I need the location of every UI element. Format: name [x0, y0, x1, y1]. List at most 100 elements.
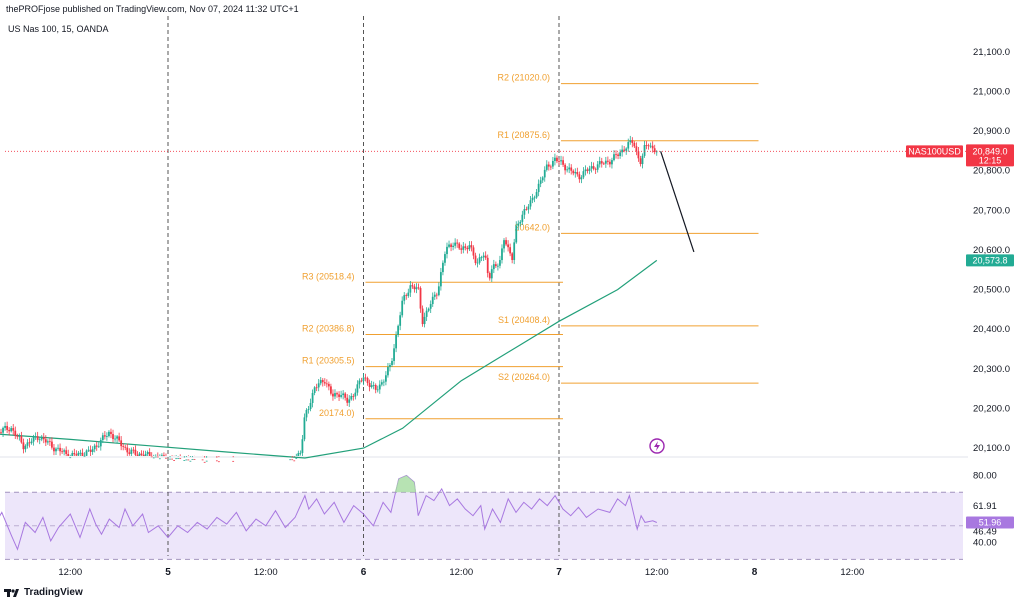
- candle-body: [391, 360, 393, 365]
- candle-body: [482, 255, 485, 258]
- candle-body: [59, 447, 61, 452]
- candle-body: [360, 380, 363, 382]
- candle-body: [531, 197, 534, 201]
- candle-body: [309, 402, 312, 410]
- candle-body: [42, 437, 45, 440]
- candle-body: [61, 451, 64, 453]
- candle-body: [334, 393, 336, 397]
- candle-body: [405, 295, 408, 296]
- candle-body: [16, 435, 19, 437]
- candle-body: [501, 248, 503, 261]
- candle-body: [175, 458, 178, 460]
- candle-body: [352, 395, 355, 397]
- candle-body: [429, 304, 432, 309]
- candle-body: [112, 434, 114, 440]
- tradingview-logo[interactable]: TradingView: [4, 587, 83, 598]
- candle-body: [110, 431, 112, 435]
- candle-body: [602, 163, 605, 165]
- candle-body: [619, 152, 621, 156]
- candle-body: [450, 244, 452, 247]
- candle-body: [14, 430, 17, 436]
- candle-body: [40, 437, 43, 440]
- candle-body: [389, 364, 391, 368]
- candle-body: [44, 439, 47, 443]
- candle-body: [505, 240, 507, 245]
- candle-body: [480, 257, 483, 259]
- candle-body: [466, 247, 469, 250]
- candle-body: [529, 200, 532, 207]
- price-axis-tick: 21,000.0: [973, 87, 1010, 98]
- candle-body: [336, 393, 338, 395]
- candle-body: [370, 385, 373, 388]
- candle-body: [340, 395, 342, 397]
- candle-body: [425, 310, 428, 317]
- candle-body: [163, 455, 165, 457]
- candle-body: [77, 452, 80, 456]
- candle-body: [305, 409, 308, 418]
- candle-body: [24, 445, 27, 450]
- candle-body: [356, 384, 359, 393]
- candle-body: [124, 446, 127, 448]
- candle-body: [114, 438, 116, 440]
- candle-body: [215, 460, 218, 462]
- rsi-axis-tick: 80.00: [973, 470, 997, 481]
- candle-body: [576, 172, 579, 175]
- candle-body: [101, 435, 104, 440]
- candle-body: [476, 262, 479, 264]
- candle-body: [423, 316, 426, 325]
- candle-body: [303, 417, 306, 440]
- candle-body: [598, 161, 601, 165]
- candle-body: [323, 382, 326, 384]
- candle-body: [85, 450, 88, 456]
- candle-body: [146, 452, 149, 455]
- candle-body: [560, 160, 562, 162]
- candle-body: [169, 458, 171, 460]
- candle-body: [315, 387, 318, 389]
- candle-body: [307, 409, 310, 410]
- candle-body: [87, 449, 90, 451]
- candle-body: [543, 169, 546, 178]
- candle-body: [470, 245, 473, 248]
- candle-body: [187, 459, 190, 461]
- candle-body: [160, 455, 163, 457]
- candle-body: [118, 436, 121, 441]
- candle-body: [10, 428, 13, 432]
- candle-body: [452, 245, 455, 247]
- candle-body: [75, 454, 78, 456]
- rsi-axis-tick: 61.91: [973, 501, 997, 512]
- pivot-label: R2 (20386.8): [302, 323, 355, 333]
- candle-body: [150, 456, 153, 458]
- symbol-label: US Nas 100, 15, OANDA: [8, 24, 109, 34]
- candle-body: [376, 389, 379, 391]
- candle-body: [34, 436, 37, 437]
- candle-body: [584, 169, 587, 172]
- time-axis-label: 12:00: [254, 567, 278, 578]
- price-axis-tick: 20,500.0: [973, 285, 1010, 296]
- rsi-badge: [966, 516, 1014, 529]
- candles-group: [0, 135, 968, 463]
- candle-body: [364, 377, 367, 379]
- ema-badge-value: 20,573.8: [972, 255, 1007, 265]
- candle-body: [103, 435, 106, 437]
- candle-body: [580, 177, 583, 180]
- candle-body: [350, 395, 353, 400]
- candle-body: [403, 295, 406, 301]
- candle-body: [48, 441, 51, 443]
- time-axis-label: 6: [361, 567, 367, 578]
- candle-body: [338, 394, 340, 397]
- candle-body: [499, 260, 501, 266]
- candle-body: [374, 384, 377, 390]
- candle-body: [537, 183, 540, 193]
- time-axis-label: 12:00: [449, 567, 473, 578]
- candle-body: [625, 148, 628, 151]
- candle-body: [492, 264, 495, 270]
- candle-body: [519, 221, 522, 224]
- pivot-label: R2 (21020.0): [497, 73, 550, 83]
- lightning-icon[interactable]: [649, 438, 665, 454]
- candle-body: [427, 308, 430, 311]
- pivot-label: 20174.0): [319, 408, 355, 418]
- candle-body: [385, 375, 387, 382]
- candle-body: [407, 292, 410, 296]
- candle-body: [621, 149, 624, 153]
